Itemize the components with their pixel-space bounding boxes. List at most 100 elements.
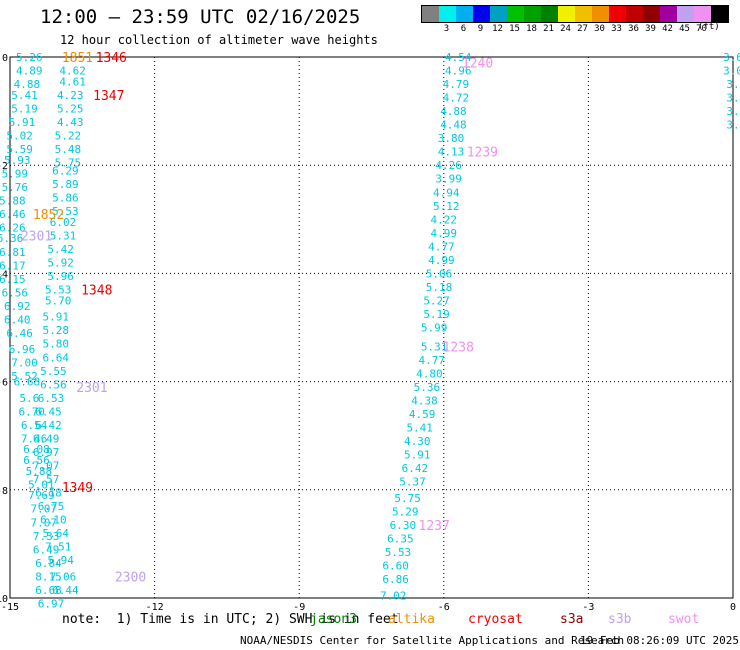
footer-credit: NOAA/NESDIS Center for Satellite Applica… (240, 634, 625, 647)
swh-value-label: 5.99 (2, 167, 29, 180)
swh-value-label: 6.02 (50, 216, 77, 229)
legend-label: 18 (526, 24, 537, 34)
swh-value-label: 3. (726, 78, 739, 91)
swh-value-label: 5.94 (47, 554, 74, 567)
legend-swatch (677, 6, 694, 22)
legend-swatch (456, 6, 473, 22)
legend-label: 6 (460, 24, 467, 34)
swh-value-label: 5.06 (426, 267, 453, 280)
swh-value-label: 5.91 (404, 449, 431, 462)
note-text: note: 1) Time is in UTC; 2) SWH is in fe… (62, 612, 399, 627)
swh-value-label: 3. (726, 119, 739, 132)
pass-time-label: 2301 (76, 381, 107, 396)
swh-value-label: 5.01 (28, 478, 55, 491)
pass-time-label: 1852 (33, 208, 64, 223)
swh-value-label: 6.97 (38, 597, 65, 610)
swh-value-label: 6.18 (35, 487, 62, 500)
swh-value-label: 4.62 (59, 65, 86, 78)
swh-value-label: 4.77 (428, 240, 455, 253)
legend-unit: (ft) (698, 22, 720, 32)
swh-value-label: 4.88 (440, 105, 467, 118)
legend-label: 15 (509, 24, 520, 34)
swh-value-label: 6.53 (38, 392, 65, 405)
swh-value-label: 6.97 (33, 446, 60, 459)
swh-value-label: 5.25 (57, 102, 84, 115)
swh-value-label: 3. (726, 105, 739, 118)
swh-value-label: 7.06 (50, 570, 77, 583)
swh-value-label: 5.70 (45, 294, 72, 307)
swh-value-label: 4.43 (57, 116, 84, 129)
swh-value-label: 4.99 (431, 227, 458, 240)
swh-value-label: 3.99 (435, 173, 462, 186)
swh-value-label: 6.70 (18, 405, 45, 418)
legend-label: 12 (492, 24, 503, 34)
swh-value-label: 5.53 (52, 205, 79, 218)
legend-label: 30 (594, 24, 605, 34)
swh-value-label: 5.28 (43, 324, 70, 337)
swh-value-label: 5.96 (47, 270, 74, 283)
swh-value-label: 3. (726, 92, 739, 105)
swh-value-label: 6.49 (33, 432, 60, 445)
pass-time-label: 2300 (115, 570, 146, 585)
legend-label: 21 (543, 24, 554, 34)
swh-value-label: 6.30 (390, 519, 417, 532)
swh-value-label: 6.68 (14, 376, 41, 389)
legend-swatches (421, 5, 729, 23)
swh-value-label: 4.23 (57, 89, 84, 102)
swh-value-label: 6.86 (382, 573, 409, 586)
legend-label: 70 (696, 24, 707, 34)
map-frame (9, 56, 734, 599)
color-legend: 3 6 9 12 15 18 21 24 27 30 33 36 39 42 45 70 (421, 5, 729, 39)
swh-value-label: 4.30 (404, 435, 431, 448)
pass-time-label: 1240 (462, 56, 493, 71)
legend-swatch (524, 6, 541, 22)
swh-value-label: 6.56 (23, 454, 50, 467)
swh-value-label: 8.15 (35, 570, 62, 583)
pass-time-label: 2301 (21, 230, 52, 245)
swh-value-label: 6.56 (2, 286, 29, 299)
swh-value-label: 5.75 (394, 492, 421, 505)
swh-value-label: 5.88 (26, 465, 53, 478)
swh-value-label: 7.46 (21, 432, 48, 445)
swh-value-label: 6.45 (35, 405, 62, 418)
swh-value-label: 5.42 (47, 243, 74, 256)
swh-value-label: 7.07 (30, 503, 57, 516)
swh-value-label: 5.88 (0, 194, 26, 207)
page-subtitle: 12 hour collection of altimeter wave hei… (60, 33, 378, 47)
swh-value-label: 5.52 (11, 370, 38, 383)
pass-time-label: 1238 (443, 340, 474, 355)
swh-value-label: 5.31 (421, 340, 448, 353)
swh-value-label: 4.88 (14, 78, 41, 91)
lat-tick-label: -4 (0, 269, 8, 280)
swh-value-label: 7.02 (380, 589, 407, 602)
legend-swatch (609, 6, 626, 22)
swh-value-label: 6.17 (0, 259, 26, 272)
swh-value-label: 6.36 (0, 232, 23, 245)
swh-value-label: 5.75 (55, 156, 82, 169)
legend-swatch (643, 6, 660, 22)
swh-value-label: 5.27 (423, 294, 450, 307)
satellite-label-jason3: jason3 (310, 612, 357, 627)
swh-value-label: 6.10 (40, 514, 67, 527)
swh-value-label: 6.26 (0, 221, 26, 234)
swh-value-label: 4.38 (411, 395, 438, 408)
swh-value-label: 4.77 (419, 354, 446, 367)
legend-swatch (711, 6, 728, 22)
legend-swatch (490, 6, 507, 22)
swh-value-label: 4.96 (445, 65, 472, 78)
lon-tick-label: -12 (146, 602, 164, 613)
swh-value-label: 5.89 (52, 178, 79, 191)
swh-value-label: 5.64 (43, 527, 70, 540)
swh-value-label: 5.99 (421, 322, 448, 335)
swh-value-label: 3.0 (723, 65, 740, 78)
swh-value-label: 6.42 (402, 462, 429, 475)
swh-value-label: 6.49 (33, 543, 60, 556)
lat-tick-label: -10 (0, 594, 8, 605)
swh-value-label: 3.6 (723, 51, 740, 64)
swh-value-label: 5.02 (6, 129, 33, 142)
legend-label: 27 (577, 24, 588, 34)
pass-time-label: 1347 (93, 89, 124, 104)
swh-value-label: 7.07 (33, 459, 60, 472)
legend-label: 45 (679, 24, 690, 34)
legend-swatch (558, 6, 575, 22)
